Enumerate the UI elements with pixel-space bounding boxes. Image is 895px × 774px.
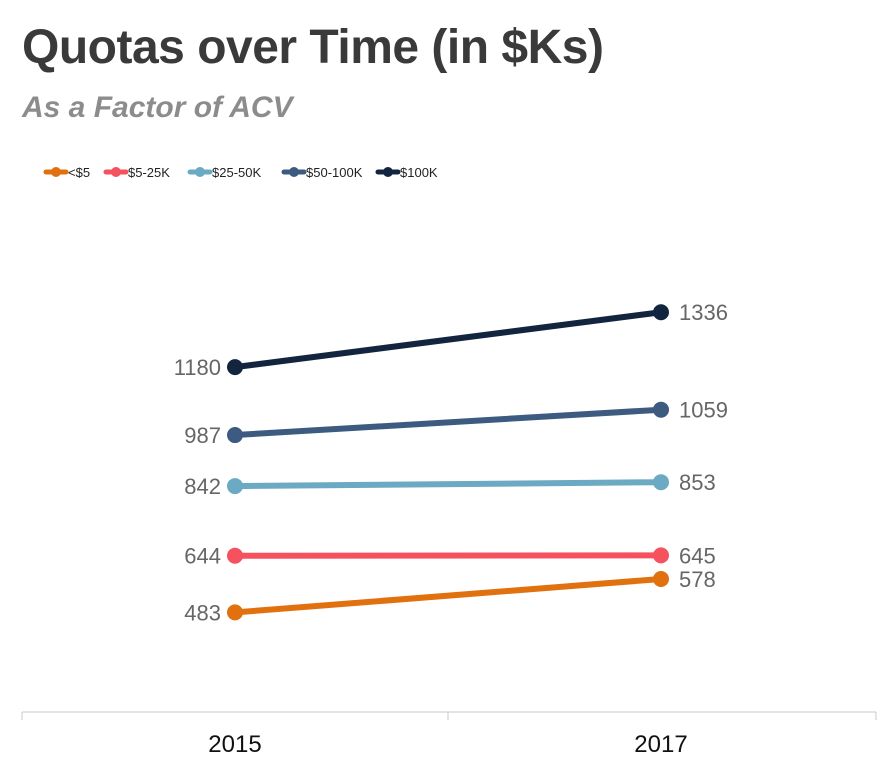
- series-line-group: 483 578: [184, 567, 715, 625]
- series-line-group: 842 853: [184, 470, 715, 499]
- legend-swatch-marker: [111, 167, 121, 177]
- data-label: 1180: [174, 355, 221, 380]
- series-line-group: 987 1059: [184, 398, 728, 448]
- legend: <$5 $5-25K $25-50K $50-100K $100K: [43, 165, 438, 180]
- series-line: [232, 575, 664, 616]
- data-point: [653, 547, 669, 564]
- legend-item: $5-25K: [103, 165, 170, 180]
- data-point: [653, 304, 669, 321]
- data-label: 578: [679, 567, 716, 592]
- x-tick-label: 2017: [634, 731, 687, 758]
- data-point: [653, 570, 669, 587]
- series-line: [232, 479, 664, 490]
- chart-title: Quotas over Time (in $Ks): [22, 21, 604, 74]
- legend-swatch-marker: [195, 167, 205, 177]
- legend-label: <$5: [68, 165, 90, 180]
- legend-item: $25-50K: [187, 165, 261, 180]
- x-axis: 2015 2017: [21, 711, 877, 758]
- legend-label: $5-25K: [128, 165, 170, 180]
- data-point: [653, 474, 669, 491]
- data-label: 644: [184, 544, 221, 569]
- legend-swatch-marker: [383, 167, 393, 177]
- legend-item: $50-100K: [281, 165, 363, 180]
- legend-label: $25-50K: [212, 165, 261, 180]
- legend-swatch-marker: [51, 167, 61, 177]
- legend-label: $50-100K: [306, 165, 363, 180]
- data-label: 842: [184, 474, 221, 499]
- series-group: 483 578 644 645 842 853 987 1059 1180 1336: [174, 300, 728, 625]
- data-label: 1336: [679, 300, 728, 325]
- data-label: 1059: [679, 398, 728, 423]
- data-point: [227, 478, 243, 495]
- series-line-group: 644 645: [184, 543, 715, 568]
- x-tick-label: 2015: [208, 731, 261, 758]
- data-label: 987: [184, 423, 221, 448]
- chart-subtitle: As a Factor of ACV: [22, 91, 293, 124]
- data-point: [227, 427, 243, 444]
- legend-item: <$5: [43, 165, 90, 180]
- data-point: [227, 359, 243, 376]
- data-label: 853: [679, 470, 716, 495]
- legend-label: $100K: [400, 165, 438, 180]
- data-label: 483: [184, 600, 221, 625]
- series-line: [232, 406, 664, 439]
- data-label: 645: [679, 543, 716, 568]
- data-point: [653, 401, 669, 418]
- data-point: [227, 604, 243, 621]
- series-line-group: 1180 1336: [174, 300, 728, 380]
- legend-item: $100K: [375, 165, 438, 180]
- legend-swatch-marker: [289, 167, 299, 177]
- data-point: [227, 547, 243, 564]
- series-line: [232, 309, 664, 371]
